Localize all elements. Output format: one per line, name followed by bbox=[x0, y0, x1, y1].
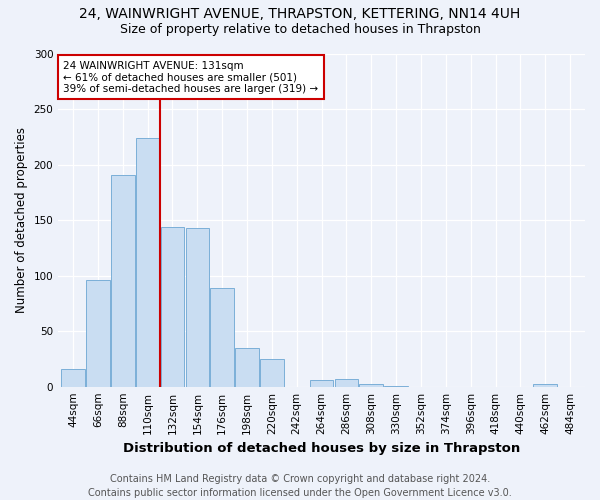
Text: Size of property relative to detached houses in Thrapston: Size of property relative to detached ho… bbox=[119, 22, 481, 36]
Text: 24, WAINWRIGHT AVENUE, THRAPSTON, KETTERING, NN14 4UH: 24, WAINWRIGHT AVENUE, THRAPSTON, KETTER… bbox=[79, 8, 521, 22]
Bar bbox=[61, 369, 85, 386]
Bar bbox=[335, 379, 358, 386]
Bar bbox=[185, 228, 209, 386]
Bar bbox=[111, 175, 134, 386]
Y-axis label: Number of detached properties: Number of detached properties bbox=[15, 128, 28, 314]
Bar bbox=[235, 348, 259, 387]
Bar bbox=[136, 138, 160, 386]
X-axis label: Distribution of detached houses by size in Thrapston: Distribution of detached houses by size … bbox=[123, 442, 520, 455]
Bar bbox=[211, 288, 234, 386]
Bar bbox=[260, 359, 284, 386]
Text: 24 WAINWRIGHT AVENUE: 131sqm
← 61% of detached houses are smaller (501)
39% of s: 24 WAINWRIGHT AVENUE: 131sqm ← 61% of de… bbox=[64, 60, 319, 94]
Bar bbox=[533, 384, 557, 386]
Bar bbox=[161, 227, 184, 386]
Text: Contains HM Land Registry data © Crown copyright and database right 2024.
Contai: Contains HM Land Registry data © Crown c… bbox=[88, 474, 512, 498]
Bar bbox=[86, 280, 110, 386]
Bar bbox=[359, 384, 383, 386]
Bar bbox=[310, 380, 334, 386]
